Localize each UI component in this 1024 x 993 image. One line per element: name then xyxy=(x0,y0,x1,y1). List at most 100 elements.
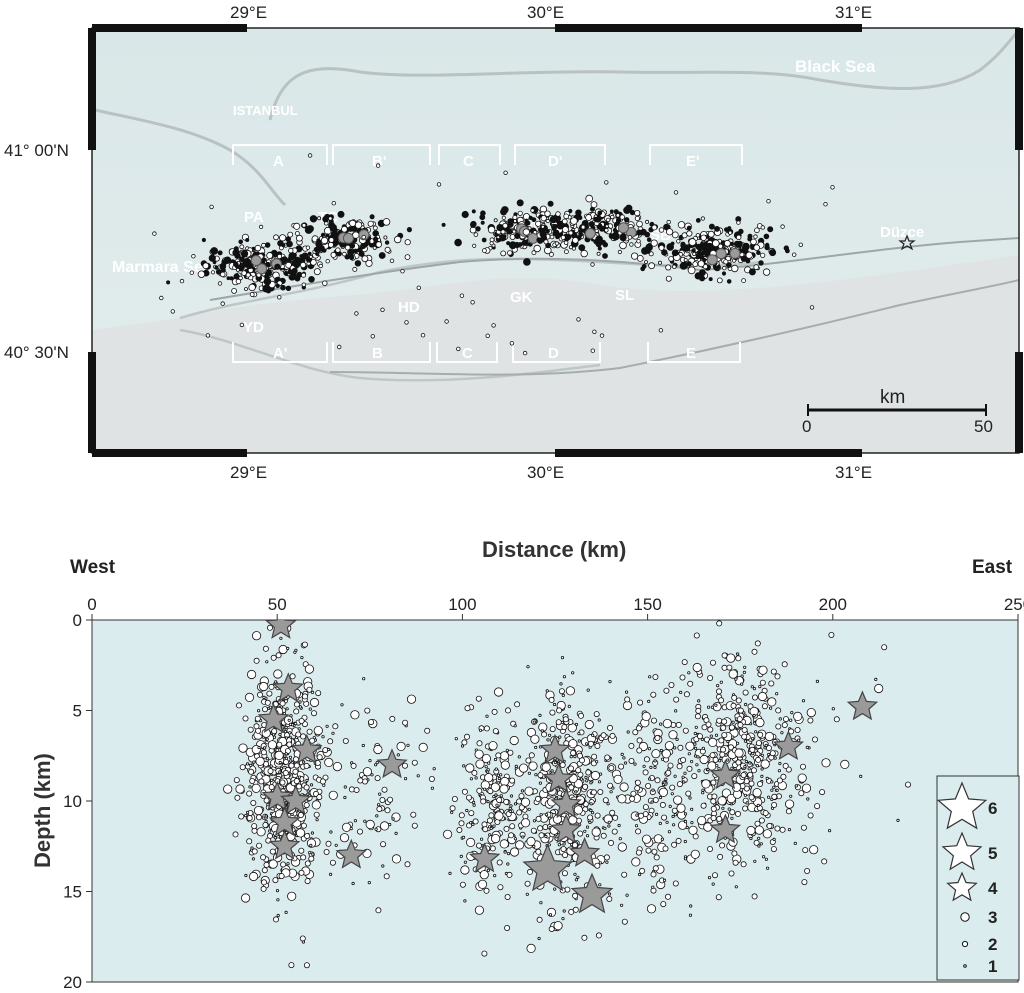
hypocenter xyxy=(707,875,712,880)
map-epicenter xyxy=(604,228,609,233)
hypocenter xyxy=(606,896,613,903)
hypocenter xyxy=(821,858,828,865)
hypocenter xyxy=(383,873,390,880)
hypocenter xyxy=(379,821,390,831)
label-hd: HD xyxy=(398,299,420,316)
hypocenter xyxy=(527,868,534,875)
map-epicenter xyxy=(277,295,282,300)
map-epicenter xyxy=(233,246,239,252)
map-epicenter xyxy=(240,249,249,258)
hypocenter xyxy=(487,761,491,765)
map-epicenter xyxy=(217,281,223,286)
map-epicenter xyxy=(545,229,550,234)
hypocenter xyxy=(589,802,593,806)
map-epicenter xyxy=(347,226,354,232)
label-sl: SL xyxy=(615,287,634,304)
hypocenter xyxy=(676,781,683,788)
label-pa: PA xyxy=(244,209,264,226)
hypocenter xyxy=(521,835,525,839)
hypocenter xyxy=(581,934,588,941)
legend-star xyxy=(936,781,988,830)
map-epicenter xyxy=(238,239,244,245)
hypocenter xyxy=(661,749,671,759)
hypocenter xyxy=(244,692,255,703)
hypocenter xyxy=(750,685,754,689)
map-epicenter xyxy=(568,208,573,214)
hypocenter xyxy=(513,724,517,728)
hypocenter xyxy=(707,726,714,733)
hypocenter xyxy=(565,686,576,696)
map-large-event xyxy=(250,255,262,266)
hypocenter xyxy=(793,711,803,722)
map-epicenter xyxy=(308,275,315,283)
hypocenter xyxy=(490,782,500,792)
hypocenter xyxy=(532,819,537,823)
map-epicenter xyxy=(330,251,337,258)
map-epicenter xyxy=(348,254,355,260)
hypocenter xyxy=(621,871,628,878)
map-epicenter xyxy=(636,238,641,244)
large-event-star xyxy=(272,672,305,703)
hypocenter xyxy=(567,704,571,709)
map-epicenter xyxy=(496,235,501,240)
hypocenter xyxy=(314,760,321,767)
hypocenter xyxy=(265,660,269,664)
map-epicenter xyxy=(500,229,506,235)
hypocenter xyxy=(264,814,268,818)
hypocenter xyxy=(675,837,682,844)
hypocenter xyxy=(364,707,371,714)
hypocenter xyxy=(301,641,308,648)
hypocenter xyxy=(479,837,484,841)
hypocenter xyxy=(365,819,375,830)
hypocenter xyxy=(715,894,722,901)
hypocenter xyxy=(514,701,521,708)
hypocenter xyxy=(809,845,819,855)
map-epicenter xyxy=(246,261,254,269)
map-epicenter xyxy=(489,237,495,243)
hypocenter xyxy=(651,848,658,855)
hypocenter xyxy=(235,784,245,794)
hypocenter xyxy=(778,761,782,766)
map-epicenter xyxy=(481,237,487,243)
hypocenter xyxy=(370,773,374,777)
hypocenter xyxy=(493,687,504,697)
hypocenter xyxy=(800,824,807,831)
hypocenter xyxy=(276,913,280,918)
map-epicenter xyxy=(245,237,250,242)
hypocenter xyxy=(304,860,311,867)
hypocenter xyxy=(262,822,269,829)
hypocenter xyxy=(672,880,679,887)
label-duzce: Düzce xyxy=(880,224,924,241)
hypocenter xyxy=(635,725,642,732)
map-epicenter xyxy=(512,214,518,220)
hypocenter xyxy=(526,665,530,669)
hypocenter xyxy=(751,648,758,655)
map-epicenter xyxy=(523,258,531,266)
hypocenter xyxy=(701,791,705,795)
map-epicenter xyxy=(295,234,303,242)
hypocenter xyxy=(548,913,553,917)
map-epicenter xyxy=(239,322,245,328)
map-epicenter xyxy=(372,230,380,237)
map-epicenter xyxy=(209,204,214,210)
hypocenter xyxy=(460,865,470,875)
map-epicenter xyxy=(692,251,697,256)
hypocenter xyxy=(716,717,723,724)
hypocenter xyxy=(514,764,518,769)
hypocenter xyxy=(246,838,253,845)
hypocenter xyxy=(719,842,726,849)
hypocenter xyxy=(484,765,488,769)
hypocenter xyxy=(608,679,612,684)
map-epicenter xyxy=(241,270,247,276)
hypocenter xyxy=(753,859,757,863)
map-epicenter xyxy=(561,226,569,234)
hypocenter xyxy=(735,697,742,704)
map-frame-bars xyxy=(88,24,1023,457)
map-epicenter xyxy=(507,250,513,256)
hypocenter xyxy=(515,840,525,850)
hypocenter xyxy=(751,893,758,900)
hypocenter xyxy=(641,711,651,722)
hypocenter xyxy=(506,851,511,856)
hypocenter xyxy=(491,708,498,715)
large-event-star xyxy=(522,843,573,892)
